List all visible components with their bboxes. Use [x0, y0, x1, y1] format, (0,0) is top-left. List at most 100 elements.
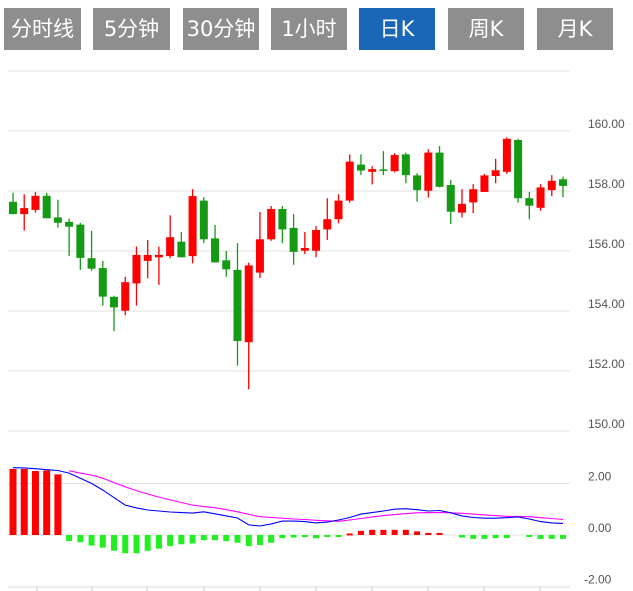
macd-bar-negative [189, 535, 196, 544]
candle-up [368, 166, 377, 185]
candle-up [255, 212, 264, 278]
macd-bar-positive [436, 532, 443, 535]
macd-panel [9, 467, 566, 554]
macd-bar-positive [402, 529, 409, 535]
macd-bar-positive [357, 530, 364, 535]
candle-up [334, 194, 343, 224]
candle-body [267, 209, 276, 240]
macd-bar-negative [133, 535, 140, 554]
macd-bar-negative [537, 535, 544, 539]
candle-body [188, 196, 197, 257]
candle-body [401, 154, 410, 176]
candle-down [379, 151, 388, 176]
macd-bar-negative [290, 535, 297, 538]
tab-weekly-k[interactable]: 周K [448, 8, 524, 50]
price-axis-label: 154.00 [588, 297, 625, 311]
candle-down [76, 222, 85, 270]
candle-down [199, 197, 208, 244]
candle-down [401, 152, 410, 184]
macd-bar-negative [503, 535, 510, 539]
candle-up [536, 184, 545, 211]
candle-body [166, 237, 175, 257]
candle-up [312, 226, 321, 258]
candle-body [20, 208, 29, 215]
candle-body [65, 221, 74, 227]
candle-body [211, 238, 220, 263]
candle-body [132, 254, 141, 284]
candle-body [199, 200, 208, 240]
price-axis-label: 160.00 [588, 117, 625, 131]
candle-down [9, 192, 17, 215]
price-axis-label: 156.00 [588, 237, 625, 251]
candle-down [413, 173, 422, 202]
candle-down [446, 179, 455, 224]
candle-body [312, 230, 321, 251]
macd-bar-negative [88, 535, 95, 546]
candle-down [559, 176, 567, 198]
candle-down [177, 232, 186, 258]
macd-bar-negative [335, 535, 342, 537]
candle-body [323, 219, 332, 230]
candle-up [244, 262, 253, 390]
candle-up [300, 232, 309, 254]
candle-up [424, 149, 433, 198]
candle-body [76, 224, 85, 258]
candle-up [188, 189, 197, 264]
candle-up [345, 154, 354, 203]
candle-up [323, 198, 332, 240]
tab-daily-k[interactable]: 日K [359, 8, 435, 50]
period-tabs: 分时线 5分钟 30分钟 1小时 日K 周K 月K [0, 8, 633, 50]
candle-body [379, 169, 388, 171]
dif-line [12, 467, 564, 527]
candle-body [356, 164, 365, 171]
macd-bar-negative [256, 535, 263, 546]
candle-body [514, 140, 523, 199]
candle-body [9, 201, 17, 215]
tab-30min[interactable]: 30分钟 [183, 8, 259, 50]
candle-down [289, 214, 298, 265]
candle-body [255, 239, 264, 273]
macd-bar-positive [425, 532, 432, 535]
macd-bar-negative [560, 535, 566, 539]
candle-body [244, 265, 253, 343]
candle-up [491, 158, 500, 184]
macd-bar-positive [31, 471, 39, 535]
macd-bar-negative [155, 535, 162, 549]
macd-bar-negative [178, 535, 185, 545]
price-axis-label: 150.00 [588, 417, 625, 431]
candle-down [356, 154, 365, 176]
candles [9, 137, 567, 390]
tab-monthly-k[interactable]: 月K [537, 8, 613, 50]
candle-up [166, 215, 175, 259]
candle-down [278, 206, 287, 244]
candle-up [121, 276, 130, 316]
tab-1hour[interactable]: 1小时 [271, 8, 347, 50]
macd-bar-negative [548, 535, 555, 539]
candle-up [31, 191, 40, 213]
candle-up [132, 246, 141, 306]
macd-bar-negative [470, 535, 477, 539]
macd-bar-positive [369, 529, 376, 535]
candle-body [98, 268, 107, 297]
candle-body [121, 282, 130, 311]
candle-body [110, 296, 119, 308]
macd-bar-negative [492, 535, 499, 539]
macd-bar-positive [391, 529, 398, 535]
candle-body [502, 138, 511, 172]
candle-body [469, 189, 478, 203]
macd-bar-negative [77, 535, 84, 543]
price-axis-label: 152.00 [588, 357, 625, 371]
candle-body [278, 209, 287, 230]
tab-timeshare[interactable]: 分时线 [4, 8, 81, 50]
macd-bar-positive [346, 533, 353, 536]
macd-bar-negative [66, 535, 73, 541]
tab-5min[interactable]: 5分钟 [93, 8, 170, 50]
macd-bar-negative [458, 535, 465, 538]
macd-bar-negative [268, 535, 275, 543]
candle-body [222, 260, 231, 270]
macd-bar-negative [167, 535, 174, 547]
candle-body [233, 269, 242, 341]
candle-up [547, 175, 556, 197]
candle-up [469, 184, 478, 214]
